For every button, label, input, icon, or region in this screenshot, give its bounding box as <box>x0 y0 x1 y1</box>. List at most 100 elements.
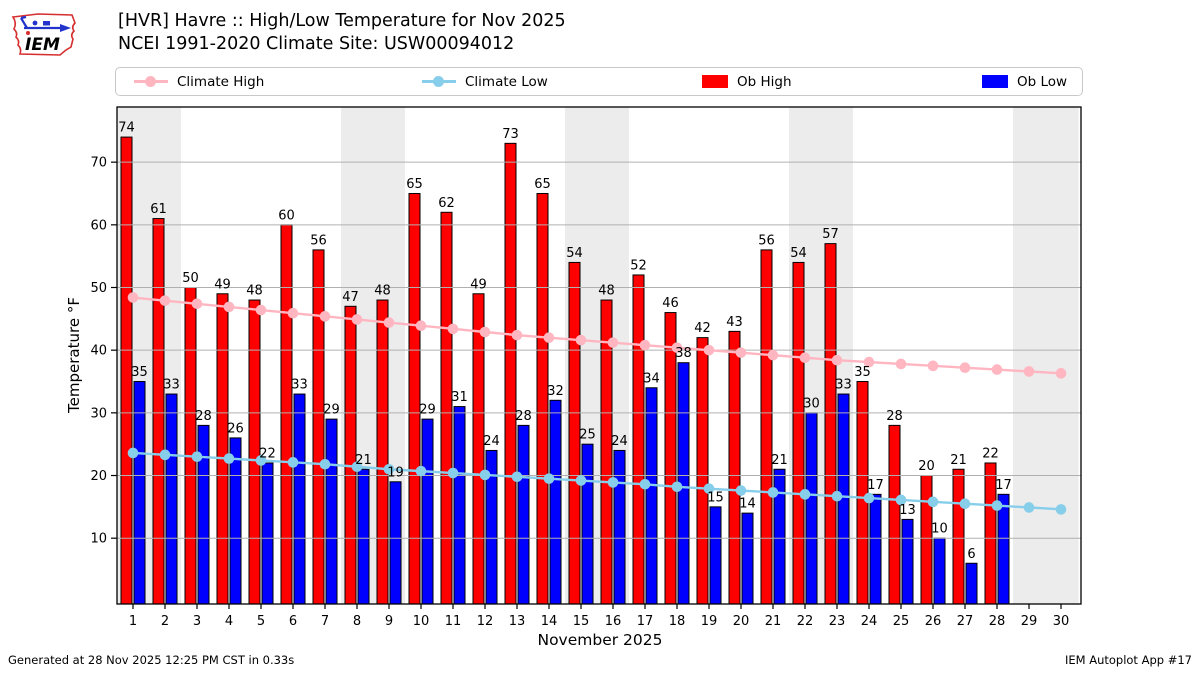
climate-high-marker <box>351 314 363 325</box>
climate-low-marker <box>127 447 139 459</box>
climate-high-marker <box>1023 366 1035 377</box>
climate-high-marker <box>927 360 939 372</box>
climate-low-marker <box>703 483 715 494</box>
climate-high-line <box>132 296 1062 375</box>
climate-high-marker <box>959 362 971 374</box>
ob-high-value-label: 74 <box>118 121 135 136</box>
x-tick-label: 15 <box>573 614 590 629</box>
ob-high-bar <box>792 261 805 605</box>
x-tick-label: 26 <box>925 614 942 629</box>
x-tick-label: 6 <box>289 614 297 629</box>
climate-low-marker <box>575 475 587 486</box>
ob-low-value-label: 24 <box>483 434 500 449</box>
ob-low-value-label: 35 <box>131 365 148 380</box>
climate-low-marker <box>735 485 747 496</box>
ob-high-bar <box>312 249 325 605</box>
x-tick-label: 22 <box>797 614 814 629</box>
climate-low-line <box>132 451 1062 511</box>
x-tick-label: 10 <box>413 614 430 629</box>
x-tick-label: 4 <box>225 614 233 629</box>
ob-high-value-label: 54 <box>566 246 583 261</box>
ob-high-bar <box>376 299 389 605</box>
ob-high-value-label: 46 <box>662 296 679 311</box>
ob-low-swatch-icon <box>982 75 1008 88</box>
climate-low-marker <box>255 455 267 466</box>
ob-high-bar <box>152 218 165 605</box>
climate-low-marker <box>511 471 523 483</box>
ob-high-bar <box>760 249 773 605</box>
ob-low-value-label: 34 <box>643 371 660 386</box>
climate-low-marker <box>959 498 971 510</box>
climate-high-marker <box>255 304 267 316</box>
ob-high-bar <box>920 475 933 605</box>
y-tick-label: 40 <box>90 344 107 359</box>
ob-low-value-label: 24 <box>611 434 628 449</box>
x-tick-label: 28 <box>989 614 1006 629</box>
x-tick-label: 25 <box>893 614 910 629</box>
ob-low-bar <box>869 493 882 605</box>
ob-high-bar <box>824 243 837 605</box>
climate-high-marker <box>191 298 203 310</box>
ob-low-bar <box>421 418 434 605</box>
legend-item-ob-low: Ob Low <box>982 74 1067 90</box>
x-tick-label: 29 <box>1021 614 1038 629</box>
ob-low-bar <box>901 518 914 605</box>
x-tick-label: 17 <box>637 614 654 629</box>
ob-high-value-label: 49 <box>470 277 487 292</box>
x-tick-label: 18 <box>669 614 686 629</box>
x-tick-label: 23 <box>829 614 846 629</box>
ob-high-bar <box>632 274 645 605</box>
ob-low-value-label: 21 <box>771 453 788 468</box>
climate-low-marker <box>415 465 427 477</box>
ob-high-value-label: 65 <box>534 177 551 192</box>
climate-low-marker <box>831 490 843 502</box>
x-tick-label: 9 <box>385 614 393 629</box>
climate-low-marker <box>543 473 555 484</box>
ob-low-bar <box>357 468 370 605</box>
y-tick-label: 30 <box>90 406 107 421</box>
climate-low-marker <box>799 489 811 500</box>
climate-low-marker <box>671 481 683 493</box>
y-tick-label: 60 <box>90 218 107 233</box>
ob-low-value-label: 33 <box>163 378 180 393</box>
y-tick-label: 70 <box>90 156 107 171</box>
ob-high-value-label: 61 <box>150 202 167 217</box>
ob-low-value-label: 15 <box>707 490 724 505</box>
climate-low-line-swatch-icon <box>422 75 456 87</box>
weekend-band <box>1013 107 1079 604</box>
ob-low-bar <box>709 506 722 605</box>
ob-high-value-label: 22 <box>982 446 999 461</box>
climate-high-marker <box>511 329 523 341</box>
ob-high-value-label: 48 <box>374 284 391 299</box>
ob-high-value-label: 56 <box>758 233 775 248</box>
x-tick-label: 13 <box>509 614 526 629</box>
ob-low-value-label: 28 <box>195 409 212 424</box>
x-tick-label: 12 <box>477 614 494 629</box>
ob-high-bar <box>216 293 229 605</box>
ob-low-value-label: 10 <box>931 522 948 537</box>
x-tick-label: 11 <box>445 614 462 629</box>
ob-low-value-label: 29 <box>419 403 436 418</box>
climate-high-marker <box>863 356 875 368</box>
ob-high-value-label: 73 <box>502 127 519 142</box>
climate-low-marker <box>223 453 235 464</box>
climate-high-marker <box>671 342 683 353</box>
climate-high-marker <box>575 334 587 346</box>
x-tick-label: 20 <box>733 614 750 629</box>
ob-low-value-label: 17 <box>995 478 1012 493</box>
legend-label: Ob Low <box>1017 73 1068 90</box>
climate-low-marker <box>383 463 395 475</box>
climate-low-marker <box>319 458 331 470</box>
climate-high-marker <box>223 301 235 313</box>
climate-low-marker <box>639 478 651 490</box>
ob-high-bar <box>408 192 421 605</box>
climate-high-marker <box>767 349 779 361</box>
climate-high-marker <box>127 292 139 303</box>
ob-low-value-label: 33 <box>291 378 308 393</box>
ob-high-value-label: 52 <box>630 258 647 273</box>
x-tick-label: 1 <box>129 614 137 629</box>
x-tick-label: 8 <box>353 614 361 629</box>
ob-high-bar <box>280 224 293 605</box>
